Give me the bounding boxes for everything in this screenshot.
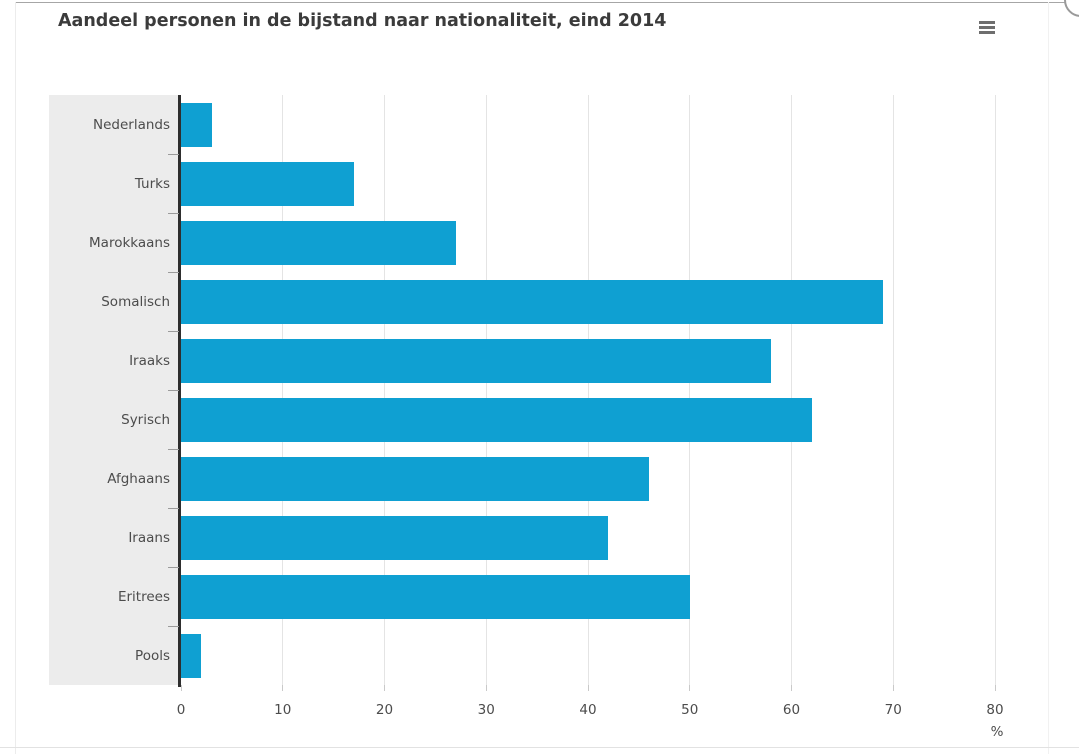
bar-syrisch[interactable] [181, 397, 812, 442]
chart-title: Aandeel personen in de bijstand naar nat… [58, 11, 667, 31]
category-label: Somalisch [101, 293, 170, 310]
value-axis-tick [994, 685, 996, 691]
gridline [485, 95, 487, 685]
category-label: Nederlands [92, 116, 170, 133]
gridline [384, 95, 385, 685]
category-label: Marokkaans [89, 234, 170, 251]
bar-pools[interactable] [181, 633, 202, 678]
gridline [994, 95, 996, 685]
category-label: Turks [134, 175, 170, 192]
category-axis-tick [168, 272, 179, 273]
panel-bottom-border [0, 747, 1079, 748]
category-label: Iraaks [129, 352, 170, 369]
x-tick-label: 10 [274, 702, 292, 718]
category-label: Iraans [128, 529, 170, 546]
value-axis-tick [689, 685, 691, 691]
value-axis-tick [282, 685, 284, 691]
x-tick-label: 60 [782, 702, 801, 718]
bar-iraaks[interactable] [181, 338, 772, 383]
category-axis-tick [168, 449, 179, 450]
hamburger-icon [979, 30, 995, 34]
category-axis-tick [168, 154, 179, 155]
category-band [49, 95, 181, 685]
category-axis-line [178, 95, 181, 687]
hamburger-icon [979, 25, 995, 29]
value-axis-tick [892, 685, 894, 691]
category-label: Syrisch [121, 411, 170, 428]
gridline [689, 95, 691, 685]
hamburger-icon [979, 20, 995, 24]
x-tick-label: 30 [477, 702, 495, 718]
x-tick-label: 50 [681, 702, 699, 718]
panel-top-border [15, 2, 1066, 3]
category-label: Eritrees [117, 588, 170, 605]
value-axis-tick [791, 685, 792, 691]
corner-arc-decoration [1064, 0, 1079, 17]
bar-afghaans[interactable] [181, 456, 650, 501]
category-axis-tick [168, 508, 179, 509]
bar-somalisch[interactable] [181, 279, 884, 324]
bar-turks[interactable] [181, 161, 354, 206]
gridline [587, 95, 589, 685]
gridline [282, 95, 284, 685]
x-tick-label: 0 [176, 702, 186, 718]
bar-iraans[interactable] [181, 515, 609, 560]
panel-right-border [1048, 2, 1049, 754]
value-axis-tick [384, 685, 385, 691]
bar-marokkaans[interactable] [181, 220, 456, 265]
category-axis-tick [168, 626, 179, 627]
x-axis-unit-label: % [990, 724, 1004, 740]
gridline [791, 95, 792, 685]
value-axis-tick [180, 685, 182, 691]
category-label: Afghaans [107, 470, 170, 487]
export-menu-button[interactable] [972, 14, 1002, 40]
x-tick-label: 40 [579, 702, 597, 718]
category-axis-tick [168, 213, 179, 214]
value-axis-tick [587, 685, 589, 691]
gridline [892, 95, 894, 685]
category-axis-tick [168, 331, 179, 332]
x-tick-label: 20 [375, 702, 394, 718]
category-axis-tick [168, 567, 179, 568]
category-axis-tick [168, 390, 179, 391]
category-label: Pools [135, 647, 170, 664]
bar-eritrees[interactable] [181, 574, 690, 619]
panel-left-border [15, 2, 16, 754]
bar-nederlands[interactable] [181, 102, 212, 147]
value-axis-tick [485, 685, 487, 691]
x-tick-label: 70 [884, 702, 902, 718]
x-tick-label: 80 [986, 702, 1004, 718]
